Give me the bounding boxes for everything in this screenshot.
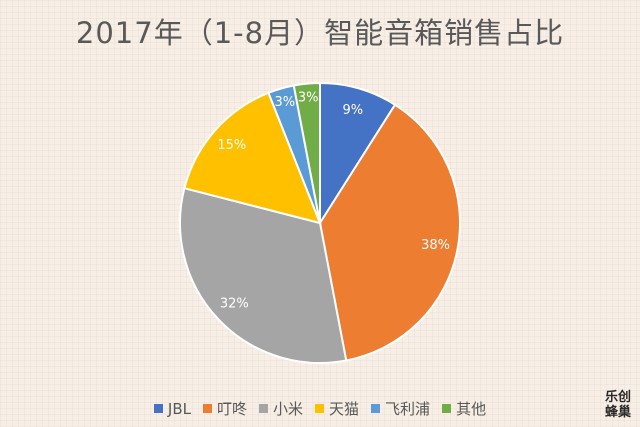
legend-item-2: 小米 — [259, 398, 303, 419]
chart-legend: JBL 叮咚 小米 天猫 飞利浦 其他 — [0, 398, 640, 419]
slice-label-5: 3% — [298, 91, 319, 106]
pie-slice-0 — [319, 81, 397, 227]
pie-slice-1 — [318, 103, 461, 362]
legend-item-3: 天猫 — [315, 398, 359, 419]
slice-label-0: 9% — [342, 103, 363, 118]
legend-label-4: 飞利浦 — [385, 400, 431, 418]
chart-title: 2017年（1-8月）智能音箱销售占比 — [75, 16, 565, 50]
watermark-logo: 乐创 蜂巢 — [602, 390, 634, 420]
watermark-line-2: 蜂巢 — [604, 405, 631, 420]
legend-swatch-1 — [203, 404, 212, 413]
pie-slice-2 — [179, 186, 348, 364]
slice-label-1: 38% — [421, 238, 450, 253]
legend-label-0: JBL — [167, 399, 191, 418]
legend-label-3: 天猫 — [329, 400, 360, 418]
slice-label-4: 3% — [275, 95, 296, 110]
legend-swatch-5 — [442, 404, 452, 413]
legend-item-4: 飞利浦 — [371, 398, 430, 419]
slice-label-3: 15% — [217, 138, 246, 153]
legend-item-5: 其他 — [442, 398, 486, 419]
legend-swatch-2 — [259, 404, 269, 413]
legend-swatch-0 — [153, 404, 163, 413]
legend-swatch-4 — [371, 404, 381, 413]
legend-item-1: 叮咚 — [203, 398, 247, 419]
legend-swatch-3 — [315, 404, 325, 413]
legend-label-2: 小米 — [273, 400, 304, 418]
legend-label-1: 叮咚 — [217, 400, 248, 418]
pie-slice-3 — [183, 91, 322, 225]
pie-slice-5 — [292, 81, 321, 224]
slice-label-2: 32% — [220, 297, 249, 312]
legend-item-0: JBL — [153, 399, 191, 418]
legend-label-5: 其他 — [456, 400, 487, 418]
watermark-line-1: 乐创 — [604, 390, 631, 405]
